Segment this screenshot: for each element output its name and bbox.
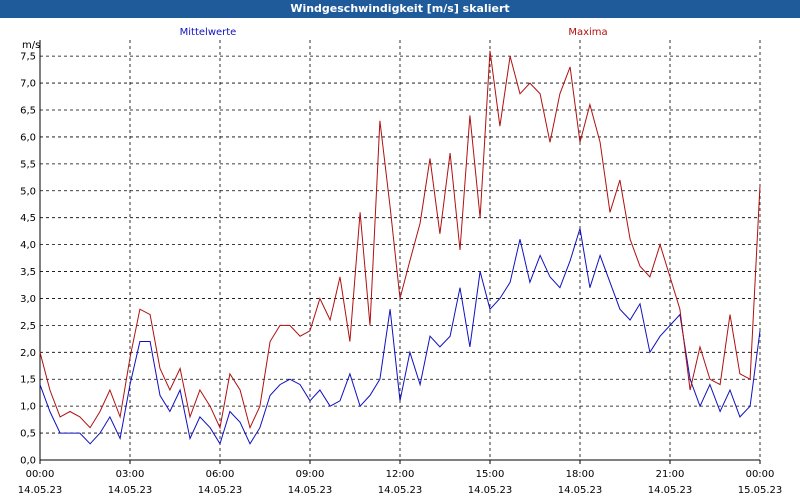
y-tick-label: 6,5 [20,106,36,117]
y-tick-label: 5,5 [20,159,36,170]
y-axis-unit: m/s [22,40,40,51]
y-tick-label: 3,5 [20,267,36,278]
x-tick-time: 21:00 [656,469,685,480]
x-tick-date: 14.05.23 [198,485,243,496]
y-tick-label: 2,0 [20,348,36,359]
grid [39,40,761,461]
legend-mittelwerte: Mittelwerte [180,27,237,38]
y-tick-label: 3,0 [20,294,36,305]
x-tick-time: 15:00 [476,469,505,480]
tick-labels: 0,0 0,5 1,0 1,5 2,0 2,5 3,0 3,5 4,0 4,5 5,0 5,5 6,0 6… [18,52,783,496]
y-tick-label: 0,5 [20,429,36,440]
y-tick-label: 2,5 [20,321,36,332]
x-tick-time: 03:00 [116,469,145,480]
y-tick-label: 1,5 [20,375,36,386]
x-tick-date: 14.05.23 [18,485,63,496]
y-tick-label: 5,0 [20,186,36,197]
x-tick-time: 09:00 [296,469,325,480]
y-tick-label: 4,0 [20,240,36,251]
y-tick-label: 1,0 [20,402,36,413]
y-tick-label: 7,0 [20,79,36,90]
x-tick-time: 18:00 [566,469,595,480]
y-tick-label: 0,0 [20,456,36,467]
x-tick-date: 14.05.23 [558,485,603,496]
wind-speed-chart: m/s Mittelwerte Maxima 0,0 0,5 1,0 1,5 2,0 2,… [0,18,800,500]
x-tick-time: 06:00 [206,469,235,480]
x-tick-date: 14.05.23 [288,485,333,496]
y-tick-label: 7,5 [20,52,36,63]
legend-maxima: Maxima [568,27,607,38]
series-line-mittelwerte [39,228,761,446]
x-tick-date: 14.05.23 [648,485,693,496]
x-tick-date: 15.05.23 [738,485,783,496]
y-tick-label: 4,5 [20,213,36,224]
x-tick-date: 14.05.23 [108,485,153,496]
y-tick-label: 6,0 [20,132,36,143]
series-lines [39,50,761,446]
x-tick-date: 14.05.23 [468,485,513,496]
axes [39,40,761,464]
x-tick-date: 14.05.23 [378,485,423,496]
series-line-maxima [39,50,761,430]
x-tick-time: 12:00 [386,469,415,480]
x-tick-time: 00:00 [746,469,775,480]
x-tick-time: 00:00 [26,469,55,480]
window-title: Windgeschwindigkeit [m/s] skaliert [0,0,800,18]
